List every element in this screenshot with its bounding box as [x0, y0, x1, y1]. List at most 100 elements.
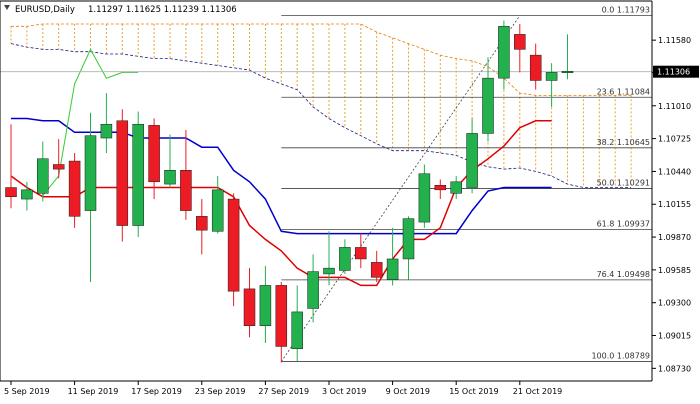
y-tick-label: 1.11580 [658, 36, 691, 45]
candle-body [466, 133, 478, 188]
bullish-candle [323, 231, 335, 286]
current-price-tag-label: 1.11306 [657, 68, 690, 77]
bearish-candle [5, 124, 17, 209]
chart-symbol-label: EURUSD,Daily [15, 5, 75, 15]
candlesticks [5, 20, 574, 363]
bearish-candle [355, 233, 367, 269]
candle-body [243, 288, 256, 326]
fib-level-label: 0.0 1.11793 [602, 6, 650, 15]
x-tick-label: 3 Oct 2019 [322, 387, 366, 396]
candle-body [307, 271, 319, 309]
bullish-candle [545, 63, 558, 107]
candle-body [418, 173, 431, 223]
bullish-candle [37, 141, 49, 202]
candle-body [402, 218, 415, 260]
bearish-candle [529, 43, 542, 90]
y-tick-label: 1.08730 [658, 364, 691, 373]
candle-body [561, 70, 574, 73]
y-tick-label: 1.10725 [658, 135, 691, 144]
candle-body [116, 120, 129, 226]
bearish-candle [434, 179, 447, 200]
bearish-candle [514, 24, 526, 73]
bearish-candle [52, 139, 65, 179]
collapse-triangle-icon[interactable] [4, 5, 10, 10]
fib-level-label: 76.4 1.09498 [597, 270, 650, 279]
y-tick-label: 1.10155 [658, 200, 691, 209]
candle-body [180, 170, 192, 211]
bullish-candle [450, 176, 462, 200]
candle-body [164, 170, 176, 185]
bearish-candle [68, 153, 81, 228]
y-tick-label: 1.09870 [658, 233, 691, 242]
y-tick-label: 1.09015 [658, 332, 691, 341]
bearish-candle [243, 268, 256, 338]
candle-body [275, 285, 288, 347]
bullish-candle [418, 164, 431, 228]
bullish-candle [402, 216, 415, 280]
candle-body [323, 267, 335, 275]
candle-body [21, 189, 33, 200]
bullish-candle [466, 118, 478, 194]
candle-body [450, 181, 462, 194]
senkou-span-a-line [11, 23, 632, 96]
senkou-span-b-line [10, 43, 632, 188]
candle-body [386, 258, 399, 280]
candle-body [5, 187, 17, 198]
candle-body [148, 125, 160, 183]
chart-ohlc-values: 1.11297 1.11625 1.11239 1.11306 [88, 5, 237, 15]
candle-body [227, 198, 240, 292]
bearish-candle [196, 199, 208, 255]
bullish-candle [132, 111, 144, 238]
candle-body [52, 164, 65, 170]
bearish-candle [227, 193, 240, 307]
candle-body [498, 26, 510, 79]
fibonacci-retracement: 0.0 1.11793 23.6 1.11084 38.2 1.10645 50.0 … [280, 6, 652, 362]
bullish-candle [259, 265, 272, 343]
bearish-candle [370, 250, 383, 282]
candle-body [291, 311, 303, 350]
candle-body [434, 184, 447, 191]
candle-body [529, 54, 542, 81]
candle-body [259, 285, 272, 326]
x-tick-label: 15 Oct 2019 [449, 387, 498, 396]
fib-level-label: 100.0 1.08789 [591, 352, 650, 361]
fib-level-label: 50.0 1.10291 [597, 179, 650, 188]
candle-body [211, 189, 224, 232]
x-tick-label: 5 Sep 2019 [4, 387, 50, 396]
bullish-candle [84, 112, 97, 282]
fib-level-label: 38.2 1.10645 [597, 138, 650, 147]
bearish-candle [116, 109, 129, 242]
candle-body [100, 123, 113, 139]
candle-body [482, 77, 494, 134]
bullish-candle [482, 57, 494, 142]
fib-level-label: 23.6 1.11084 [597, 87, 650, 96]
x-tick-label: 9 Oct 2019 [386, 387, 430, 396]
bearish-candle [275, 281, 288, 363]
candle-body [370, 262, 383, 278]
bullish-candle [561, 34, 574, 80]
y-tick-label: 1.09300 [658, 299, 691, 308]
x-tick-label: 11 Sep 2019 [68, 387, 119, 396]
candle-body [545, 72, 558, 81]
candle-body [84, 135, 97, 211]
candle-body [37, 158, 49, 194]
chart-axes: 1.115801.113001.110101.107251.104401.101… [0, 0, 699, 396]
bullish-candle [307, 254, 319, 323]
x-tick-label: 23 Sep 2019 [195, 387, 246, 396]
candle-body [514, 34, 526, 50]
candle-body [355, 247, 367, 260]
x-tick-label: 17 Sep 2019 [131, 387, 182, 396]
candle-body [196, 216, 208, 231]
bullish-candle [339, 239, 351, 274]
candle-body [339, 247, 351, 271]
bearish-candle [148, 118, 160, 200]
bullish-candle [386, 227, 399, 286]
y-tick-label: 1.09585 [658, 266, 691, 275]
x-tick-label: 27 Sep 2019 [258, 387, 309, 396]
fib-level-label: 61.8 1.09937 [597, 219, 650, 228]
bullish-candle [100, 93, 113, 153]
bearish-candle [180, 129, 192, 220]
